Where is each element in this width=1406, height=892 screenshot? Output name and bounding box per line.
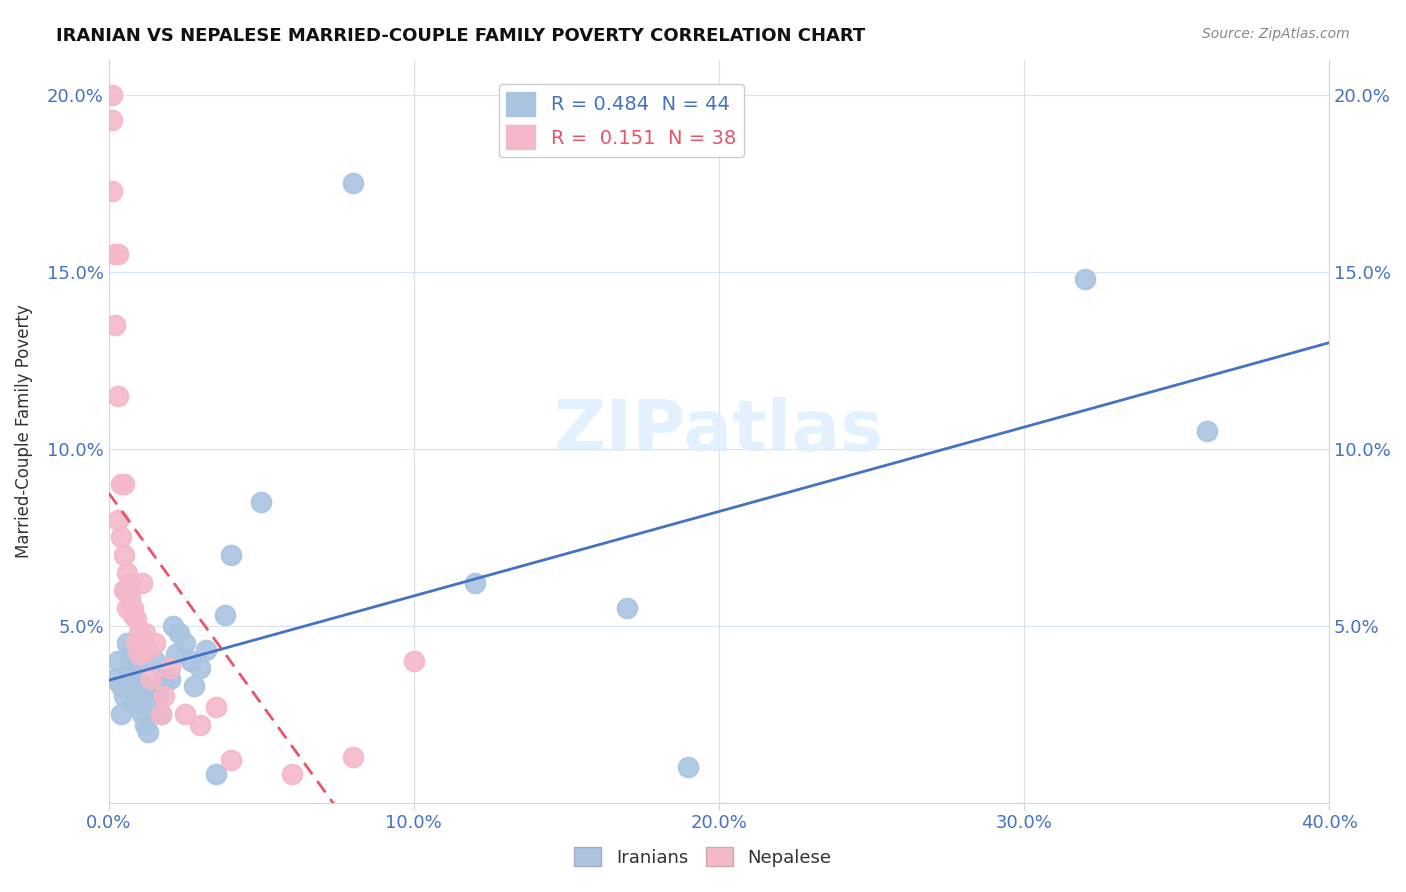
Legend: R = 0.484  N = 44, R =  0.151  N = 38: R = 0.484 N = 44, R = 0.151 N = 38 bbox=[499, 84, 744, 157]
Point bbox=[101, 87, 124, 102]
Point bbox=[219, 548, 242, 562]
Point bbox=[128, 697, 150, 711]
Point bbox=[101, 112, 124, 127]
Point bbox=[219, 753, 242, 767]
Point bbox=[134, 679, 156, 693]
Point bbox=[122, 608, 145, 623]
Point bbox=[162, 618, 184, 632]
Point bbox=[159, 661, 181, 675]
Point bbox=[128, 679, 150, 693]
Point bbox=[115, 583, 138, 598]
Point bbox=[125, 636, 148, 650]
Point bbox=[107, 247, 129, 261]
Point bbox=[131, 690, 153, 704]
Point bbox=[138, 724, 160, 739]
Point bbox=[107, 389, 129, 403]
Point bbox=[214, 608, 236, 623]
Point bbox=[141, 672, 163, 686]
Point bbox=[134, 718, 156, 732]
Y-axis label: Married-Couple Family Poverty: Married-Couple Family Poverty bbox=[15, 304, 32, 558]
Point bbox=[115, 601, 138, 615]
Point bbox=[195, 643, 218, 657]
Point bbox=[120, 576, 142, 591]
Point bbox=[149, 707, 172, 722]
Point bbox=[101, 184, 124, 198]
Point bbox=[143, 682, 166, 697]
Point bbox=[110, 530, 132, 544]
Point bbox=[143, 636, 166, 650]
Text: IRANIAN VS NEPALESE MARRIED-COUPLE FAMILY POVERTY CORRELATION CHART: IRANIAN VS NEPALESE MARRIED-COUPLE FAMIL… bbox=[56, 27, 866, 45]
Point bbox=[342, 177, 364, 191]
Point bbox=[112, 477, 135, 491]
Point bbox=[174, 636, 197, 650]
Point bbox=[149, 707, 172, 722]
Point bbox=[122, 601, 145, 615]
Point bbox=[110, 679, 132, 693]
Point bbox=[104, 672, 127, 686]
Point bbox=[180, 654, 202, 668]
Point bbox=[120, 665, 142, 679]
Point bbox=[131, 576, 153, 591]
Point bbox=[107, 512, 129, 526]
Point bbox=[1074, 272, 1097, 286]
Point bbox=[134, 625, 156, 640]
Point bbox=[104, 247, 127, 261]
Point bbox=[146, 690, 169, 704]
Point bbox=[110, 477, 132, 491]
Point bbox=[152, 672, 174, 686]
Point bbox=[128, 625, 150, 640]
Point bbox=[281, 767, 304, 781]
Point bbox=[131, 707, 153, 722]
Point bbox=[122, 697, 145, 711]
Point bbox=[188, 661, 211, 675]
Point bbox=[402, 654, 425, 668]
Point bbox=[188, 718, 211, 732]
Point bbox=[342, 749, 364, 764]
Point bbox=[183, 679, 205, 693]
Point bbox=[104, 318, 127, 332]
Point bbox=[250, 495, 273, 509]
Point bbox=[152, 690, 174, 704]
Point bbox=[204, 767, 226, 781]
Point bbox=[204, 700, 226, 714]
Point bbox=[141, 707, 163, 722]
Point bbox=[115, 636, 138, 650]
Point bbox=[115, 566, 138, 580]
Point bbox=[678, 760, 700, 774]
Point bbox=[174, 707, 197, 722]
Point bbox=[616, 601, 638, 615]
Point bbox=[143, 654, 166, 668]
Point bbox=[125, 661, 148, 675]
Point bbox=[110, 707, 132, 722]
Point bbox=[112, 690, 135, 704]
Legend: Iranians, Nepalese: Iranians, Nepalese bbox=[567, 840, 839, 874]
Point bbox=[159, 672, 181, 686]
Text: ZIPatlas: ZIPatlas bbox=[554, 397, 884, 466]
Point bbox=[464, 576, 486, 591]
Point bbox=[112, 548, 135, 562]
Point bbox=[128, 647, 150, 661]
Point bbox=[120, 647, 142, 661]
Point bbox=[1197, 424, 1219, 438]
Point bbox=[107, 654, 129, 668]
Point bbox=[138, 643, 160, 657]
Point bbox=[122, 682, 145, 697]
Point bbox=[112, 583, 135, 598]
Point bbox=[120, 591, 142, 605]
Point bbox=[125, 612, 148, 626]
Point bbox=[167, 625, 190, 640]
Text: Source: ZipAtlas.com: Source: ZipAtlas.com bbox=[1202, 27, 1350, 41]
Point bbox=[165, 647, 187, 661]
